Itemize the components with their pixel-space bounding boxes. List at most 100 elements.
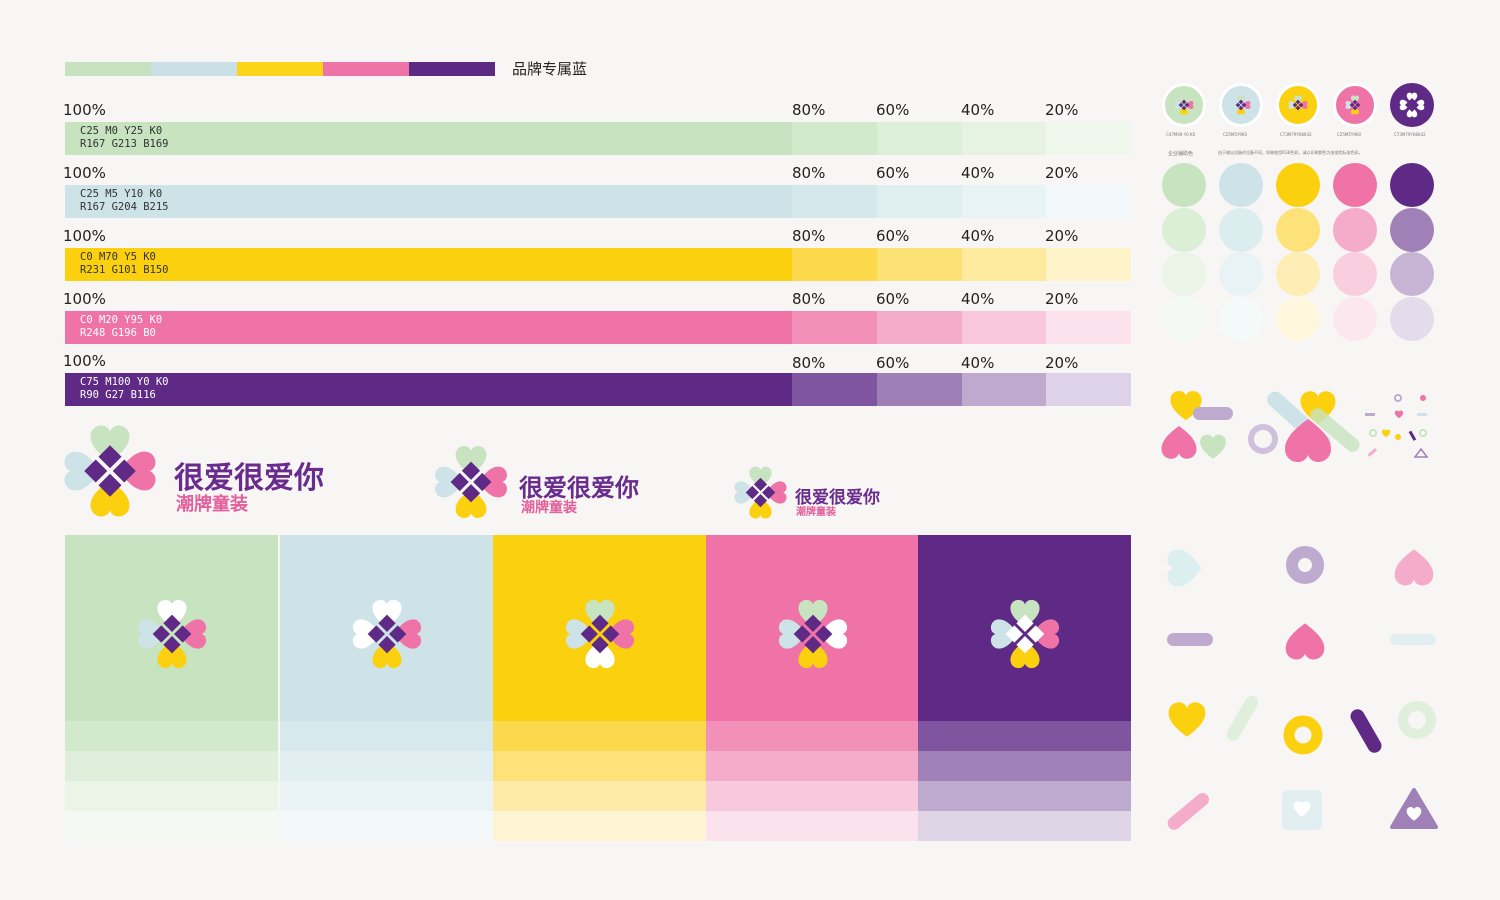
tint-label-80: 80% bbox=[792, 354, 826, 372]
tint-20 bbox=[1046, 311, 1131, 344]
legend-color-pink bbox=[323, 62, 409, 76]
aux-circle bbox=[1162, 252, 1206, 296]
tint-label-80: 80% bbox=[792, 227, 826, 245]
tint-label-40: 40% bbox=[961, 227, 995, 245]
heart-light-blue-icon bbox=[1167, 549, 1202, 587]
aux-circle bbox=[1390, 207, 1434, 252]
aux-color-label: 企业辅助色 bbox=[1168, 151, 1194, 157]
aux-circle bbox=[1219, 252, 1263, 296]
full-percent-label: 100% bbox=[63, 101, 106, 119]
brand-name: 很爱很爱你 bbox=[174, 461, 324, 496]
swatch-code: C0 M20 Y95 K0 R248 G196 B0 bbox=[80, 314, 162, 340]
clover-logo-icon bbox=[777, 598, 849, 670]
graphic-element-grid bbox=[1167, 546, 1438, 830]
logo-lockup-medium: 很爱很爱你 潮牌童装 bbox=[433, 444, 673, 524]
circle-code: C73M79Y68K42 bbox=[1280, 132, 1312, 137]
full-percent-label: 100% bbox=[63, 290, 106, 308]
ring-yellow-icon bbox=[1283, 715, 1323, 755]
panel-tint-4 bbox=[918, 811, 1132, 841]
panel-tint-1 bbox=[280, 721, 494, 751]
logo-lockup-small: 很爱很爱你 潮牌童装 bbox=[733, 465, 913, 525]
panel-tint-3 bbox=[493, 781, 707, 811]
rgb-code: R90 G27 B116 bbox=[80, 389, 156, 401]
logo-lockup-large: 很爱很爱你 潮牌童装 bbox=[62, 423, 352, 523]
legend-color-yellow bbox=[237, 62, 323, 76]
brand-circle-4 bbox=[1333, 83, 1377, 127]
heart-pink-2-icon bbox=[1285, 623, 1325, 660]
legend-color-green bbox=[65, 62, 151, 76]
brand-name: 很爱很爱你 bbox=[519, 474, 639, 502]
tint-40 bbox=[961, 373, 1047, 406]
tint-label-80: 80% bbox=[792, 290, 826, 308]
tint-label-60: 60% bbox=[876, 101, 910, 119]
swatch-code: C75 M100 Y0 K0 R90 G27 B116 bbox=[80, 376, 169, 402]
heart-triangle-icon bbox=[1390, 788, 1438, 829]
swatch-main: C0 M20 Y95 K0 R248 G196 B0 bbox=[65, 311, 792, 344]
brand-circle-2 bbox=[1219, 83, 1263, 127]
clover-logo-icon bbox=[989, 598, 1061, 670]
swatch-bar: C0 M70 Y5 K0 R231 G101 B150 bbox=[65, 248, 1131, 281]
full-percent-label: 100% bbox=[63, 352, 106, 370]
panel-solid bbox=[493, 535, 707, 721]
tint-label-60: 60% bbox=[876, 354, 910, 372]
tint-label-60: 60% bbox=[876, 164, 910, 182]
legend-title: 品牌专属蓝 bbox=[512, 60, 588, 78]
clover-logo-icon bbox=[1345, 95, 1365, 115]
clover-logo-icon bbox=[351, 598, 423, 670]
cmyk-code: C75 M100 Y0 K0 bbox=[80, 376, 169, 388]
tint-60 bbox=[876, 248, 962, 281]
swatch-main: C0 M70 Y5 K0 R231 G101 B150 bbox=[65, 248, 792, 281]
graphic-pattern-cluster bbox=[1161, 391, 1429, 462]
heart-yellow-icon bbox=[1168, 702, 1206, 737]
capsule-purple-dark-icon bbox=[1350, 709, 1382, 753]
circle-code: C73M79Y68K42 bbox=[1394, 132, 1426, 137]
panel-tint-2 bbox=[918, 751, 1132, 781]
swatch-bar: C25 M0 Y25 K0 R167 G213 B169 bbox=[65, 122, 1131, 155]
panel-tint-3 bbox=[706, 781, 920, 811]
color-panel-2 bbox=[280, 535, 494, 841]
tint-label-40: 40% bbox=[961, 290, 995, 308]
aux-circle bbox=[1219, 163, 1263, 207]
aux-circle bbox=[1390, 252, 1434, 296]
pattern-left bbox=[1161, 391, 1278, 459]
clover-logo-icon bbox=[62, 423, 158, 519]
tint-40 bbox=[961, 185, 1047, 218]
rgb-code: R248 G196 B0 bbox=[80, 327, 156, 339]
tint-20 bbox=[1046, 248, 1131, 281]
color-panel-3 bbox=[493, 535, 707, 841]
cmyk-code: C25 M5 Y10 K0 bbox=[80, 188, 163, 200]
tint-label-20: 20% bbox=[1045, 101, 1079, 119]
aux-circle bbox=[1162, 207, 1206, 252]
full-percent-label: 100% bbox=[63, 164, 106, 182]
tint-label-40: 40% bbox=[961, 354, 995, 372]
aux-circle bbox=[1276, 296, 1320, 341]
swatch-main: C25 M5 Y10 K0 R167 G204 B215 bbox=[65, 185, 792, 218]
aux-circle bbox=[1162, 296, 1206, 341]
cmyk-code: C0 M20 Y95 K0 bbox=[80, 314, 163, 326]
panel-tint-3 bbox=[918, 781, 1132, 811]
panel-tint-3 bbox=[280, 781, 494, 811]
brand-color-strip bbox=[65, 62, 495, 76]
circle-code: C25M5Y9K0 bbox=[1223, 132, 1248, 137]
aux-circle bbox=[1219, 207, 1263, 252]
panel-tint-1 bbox=[706, 721, 920, 751]
full-percent-label: 100% bbox=[63, 227, 106, 245]
pattern-confetti bbox=[1365, 394, 1429, 458]
ring-purple-icon bbox=[1286, 546, 1324, 584]
rgb-code: R231 G101 B150 bbox=[80, 264, 169, 276]
aux-circle bbox=[1219, 296, 1263, 341]
aux-circle bbox=[1333, 163, 1377, 207]
swatch-code: C25 M0 Y25 K0 R167 G213 B169 bbox=[80, 125, 169, 151]
tint-40 bbox=[961, 248, 1047, 281]
brand-subtitle: 潮牌童装 bbox=[176, 494, 248, 515]
tint-40 bbox=[961, 311, 1047, 344]
brand-subtitle: 潮牌童装 bbox=[796, 507, 836, 518]
tint-20 bbox=[1046, 122, 1131, 155]
panel-tint-4 bbox=[706, 811, 920, 841]
clover-logo-icon bbox=[733, 465, 788, 520]
panel-tint-2 bbox=[280, 751, 494, 781]
tint-80 bbox=[792, 373, 877, 406]
tint-80 bbox=[792, 122, 877, 155]
color-panel-5 bbox=[918, 535, 1132, 841]
clover-logo-icon bbox=[433, 444, 509, 520]
